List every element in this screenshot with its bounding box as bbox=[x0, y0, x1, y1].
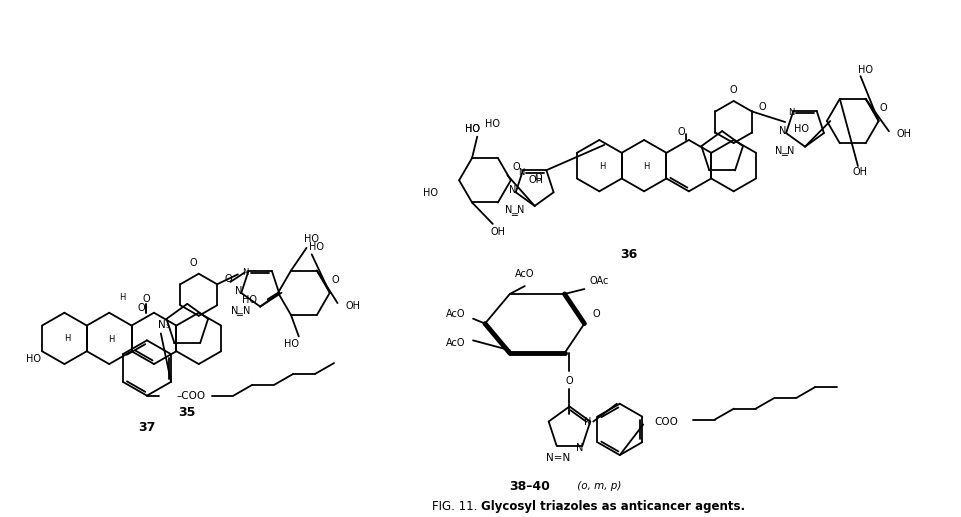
Text: N: N bbox=[787, 109, 794, 117]
Text: HO: HO bbox=[484, 119, 500, 129]
Text: O: O bbox=[331, 275, 338, 285]
Text: AcO: AcO bbox=[445, 338, 464, 348]
Text: O: O bbox=[729, 85, 737, 96]
Text: N: N bbox=[583, 417, 590, 427]
Text: H: H bbox=[598, 162, 604, 172]
Text: HO: HO bbox=[423, 188, 438, 198]
Text: O: O bbox=[565, 376, 573, 386]
Text: FIG. 11.: FIG. 11. bbox=[431, 500, 480, 513]
Text: O: O bbox=[142, 294, 150, 303]
Text: O: O bbox=[224, 275, 232, 284]
Text: HO: HO bbox=[283, 339, 298, 349]
Text: HO: HO bbox=[309, 241, 324, 252]
Text: N: N bbox=[508, 185, 516, 195]
Text: OAc: OAc bbox=[589, 276, 608, 286]
Text: 35: 35 bbox=[178, 406, 195, 419]
Text: AcO: AcO bbox=[445, 309, 464, 318]
Text: ═: ═ bbox=[780, 150, 786, 161]
Text: OH: OH bbox=[345, 300, 360, 311]
Text: ═: ═ bbox=[510, 210, 516, 220]
Text: O: O bbox=[534, 173, 542, 183]
Text: H: H bbox=[643, 162, 650, 172]
Text: N=N: N=N bbox=[546, 453, 570, 463]
Text: O: O bbox=[511, 162, 519, 173]
Text: O: O bbox=[758, 101, 766, 112]
Text: ═: ═ bbox=[236, 311, 242, 321]
Text: OH: OH bbox=[896, 129, 911, 139]
Text: H: H bbox=[119, 293, 125, 302]
Text: O: O bbox=[189, 258, 197, 268]
Text: OH: OH bbox=[490, 226, 505, 237]
Text: N: N bbox=[234, 286, 242, 296]
Text: N: N bbox=[787, 146, 794, 156]
Text: Glycosyl triazoles as anticancer agents.: Glycosyl triazoles as anticancer agents. bbox=[480, 500, 745, 513]
Text: (o, m, p): (o, m, p) bbox=[574, 481, 621, 492]
Text: COO: COO bbox=[653, 417, 678, 427]
Text: O: O bbox=[137, 302, 145, 313]
Text: HO: HO bbox=[793, 124, 808, 134]
Text: N₃: N₃ bbox=[158, 320, 169, 330]
Text: HO: HO bbox=[464, 124, 479, 134]
Text: –COO: –COO bbox=[177, 391, 206, 401]
Text: 37: 37 bbox=[138, 421, 156, 434]
Text: HO: HO bbox=[464, 124, 479, 134]
Text: HO: HO bbox=[242, 296, 258, 306]
Text: N: N bbox=[575, 443, 582, 453]
Text: N: N bbox=[242, 306, 250, 315]
Text: 38–40: 38–40 bbox=[508, 480, 550, 493]
Text: HO: HO bbox=[304, 234, 319, 244]
Text: HO: HO bbox=[26, 354, 41, 364]
Text: N: N bbox=[775, 146, 782, 156]
Text: HO: HO bbox=[857, 65, 873, 74]
Text: OH: OH bbox=[852, 168, 867, 177]
Text: N: N bbox=[242, 268, 249, 277]
Text: N: N bbox=[517, 168, 524, 177]
Text: N: N bbox=[778, 126, 786, 136]
Text: AcO: AcO bbox=[514, 269, 534, 279]
Text: N: N bbox=[517, 205, 524, 215]
Text: N: N bbox=[505, 205, 512, 215]
Text: O: O bbox=[879, 103, 887, 113]
Text: N: N bbox=[231, 306, 237, 315]
Text: H: H bbox=[109, 335, 115, 344]
Text: 36: 36 bbox=[620, 248, 637, 261]
Text: O: O bbox=[592, 309, 600, 318]
Text: OH: OH bbox=[529, 175, 543, 185]
Text: H: H bbox=[63, 334, 70, 343]
Text: O: O bbox=[677, 127, 684, 138]
